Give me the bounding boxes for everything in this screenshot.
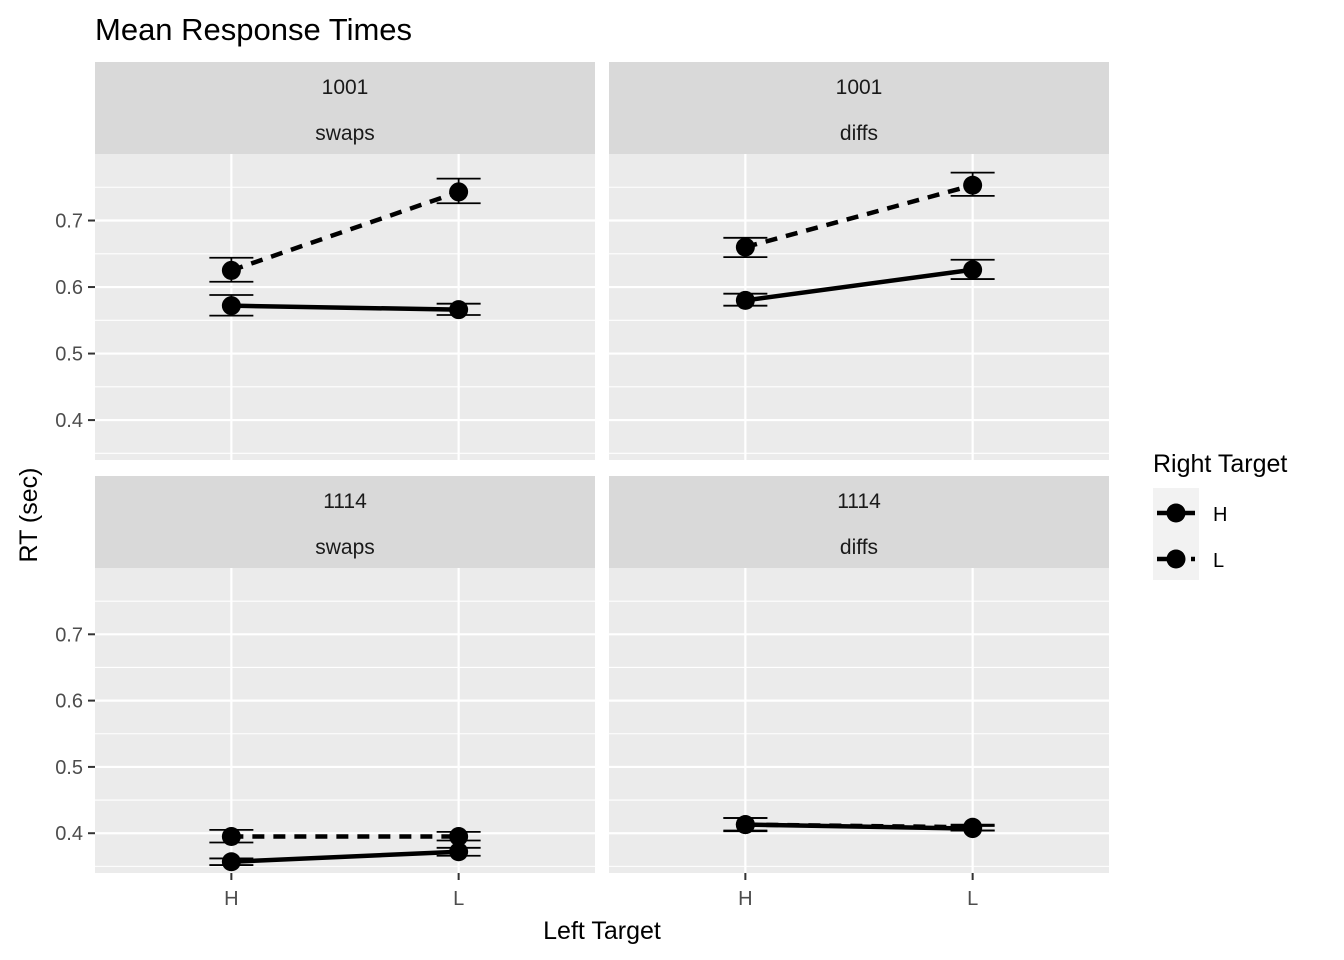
y-tick-label: 0.6 xyxy=(55,277,83,299)
facet-strip xyxy=(609,62,1109,154)
y-axis-title: RT (sec) xyxy=(15,468,43,563)
series-L xyxy=(723,815,995,837)
strip-label-top: 1114 xyxy=(837,490,881,513)
data-point xyxy=(449,842,469,862)
series-line xyxy=(745,267,973,303)
data-point xyxy=(735,290,755,310)
x-tick-label: L xyxy=(967,888,978,910)
data-point xyxy=(735,237,755,257)
panel-background xyxy=(609,154,1109,460)
panel-background xyxy=(609,568,1109,873)
data-point xyxy=(221,260,241,280)
series-line xyxy=(231,303,459,312)
facet-panels: 1001 swaps 0.4 0.5 0.6 0.7 1001 diffs 1114 swaps 0… xyxy=(55,62,1109,910)
y-tick-label: 0.5 xyxy=(55,344,83,366)
y-tick-label: 0.7 xyxy=(55,624,83,646)
x-tick-label: L xyxy=(453,888,464,910)
data-point xyxy=(221,827,241,847)
facet-panel: 1114 swaps 0.4 0.5 0.6 0.7 H L xyxy=(55,476,595,910)
facet-strip xyxy=(95,476,595,568)
facet-panel: 1114 diffs H L xyxy=(609,476,1109,910)
x-tick-label: H xyxy=(738,888,752,910)
y-tick-label: 0.4 xyxy=(55,410,83,432)
legend-label: H xyxy=(1213,504,1227,526)
series-H xyxy=(209,842,481,872)
data-point xyxy=(221,852,241,872)
legend-keys: HL xyxy=(1153,488,1227,580)
strip-label-bottom: swaps xyxy=(315,536,375,559)
series-L xyxy=(209,177,481,283)
strip-label-bottom: diffs xyxy=(840,122,878,145)
data-point xyxy=(449,300,469,320)
x-tick-label: H xyxy=(224,888,238,910)
series-line xyxy=(745,822,973,830)
series-line xyxy=(230,189,460,273)
y-tick-label: 0.7 xyxy=(55,211,83,233)
panel-background xyxy=(95,568,595,873)
facet-panel: 1001 diffs xyxy=(609,62,1109,460)
legend-title: Right Target xyxy=(1153,450,1287,478)
legend-key-point xyxy=(1166,503,1186,523)
series-H xyxy=(723,258,995,310)
chart-title: Mean Response Times xyxy=(95,12,412,47)
strip-label-top: 1001 xyxy=(836,76,883,99)
y-tick-label: 0.5 xyxy=(55,757,83,779)
strip-label-bottom: diffs xyxy=(840,536,878,559)
series-line xyxy=(231,849,459,864)
data-point xyxy=(449,827,469,847)
legend-label: L xyxy=(1213,550,1224,572)
x-axis-title: Left Target xyxy=(543,917,661,945)
facet-strip xyxy=(609,476,1109,568)
legend-key-point xyxy=(1166,549,1186,569)
series-line xyxy=(744,183,974,250)
data-point xyxy=(735,815,755,835)
data-point xyxy=(449,182,469,202)
data-point xyxy=(963,175,983,195)
strip-label-top: 1001 xyxy=(322,76,369,99)
data-point xyxy=(963,260,983,280)
data-point xyxy=(221,296,241,316)
strip-label-bottom: swaps xyxy=(315,122,375,145)
facet-strip xyxy=(95,62,595,154)
legend: Right Target HL xyxy=(1153,450,1287,580)
data-point xyxy=(963,817,983,837)
y-tick-label: 0.6 xyxy=(55,691,83,713)
series-L xyxy=(723,171,995,259)
y-tick-label: 0.4 xyxy=(55,823,83,845)
series-L xyxy=(209,827,481,847)
series-H xyxy=(209,294,481,320)
strip-label-top: 1114 xyxy=(323,490,367,513)
facet-panel: 1001 swaps 0.4 0.5 0.6 0.7 xyxy=(55,62,595,460)
